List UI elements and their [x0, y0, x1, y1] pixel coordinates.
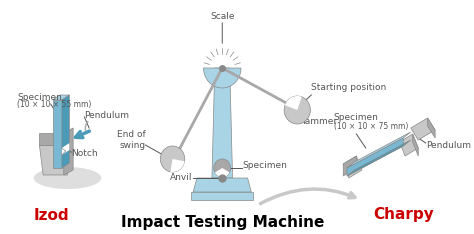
Polygon shape: [212, 68, 233, 178]
Polygon shape: [39, 133, 64, 145]
Wedge shape: [285, 96, 302, 110]
Wedge shape: [215, 168, 229, 177]
Polygon shape: [412, 134, 418, 156]
Text: Specimen: Specimen: [17, 92, 62, 102]
Text: Izod: Izod: [34, 208, 69, 223]
Circle shape: [160, 146, 185, 172]
Text: Impact Testing Machine: Impact Testing Machine: [120, 215, 324, 230]
Text: Pendulum: Pendulum: [84, 111, 129, 121]
Polygon shape: [347, 140, 411, 176]
Polygon shape: [53, 95, 69, 100]
Polygon shape: [428, 118, 435, 138]
Polygon shape: [191, 192, 253, 200]
Polygon shape: [400, 134, 418, 156]
Polygon shape: [39, 145, 67, 175]
Polygon shape: [343, 156, 362, 178]
Polygon shape: [53, 100, 62, 168]
Text: Pendulum: Pendulum: [426, 140, 471, 150]
Wedge shape: [203, 68, 241, 88]
Polygon shape: [347, 138, 403, 176]
Text: Scale: Scale: [210, 12, 235, 21]
Ellipse shape: [34, 167, 101, 189]
Text: (10 × 10 × 75 mm): (10 × 10 × 75 mm): [334, 121, 408, 131]
Circle shape: [284, 96, 310, 124]
Circle shape: [214, 159, 231, 177]
Text: Starting position: Starting position: [311, 84, 387, 92]
Polygon shape: [193, 178, 251, 192]
Polygon shape: [64, 128, 73, 175]
Text: Anvil: Anvil: [170, 173, 192, 183]
Text: Hammer: Hammer: [298, 117, 337, 127]
Polygon shape: [62, 143, 69, 155]
Text: Charpy: Charpy: [373, 208, 434, 223]
Polygon shape: [62, 95, 69, 168]
Text: Specimen: Specimen: [242, 161, 287, 171]
Polygon shape: [343, 156, 356, 176]
Text: Specimen: Specimen: [334, 113, 379, 123]
Text: End of
swing: End of swing: [117, 130, 146, 150]
Polygon shape: [411, 118, 435, 140]
Text: Notch: Notch: [71, 149, 98, 157]
Text: (10 × 10 × 55 mm): (10 × 10 × 55 mm): [17, 99, 91, 109]
Wedge shape: [171, 159, 184, 172]
Polygon shape: [347, 132, 411, 168]
